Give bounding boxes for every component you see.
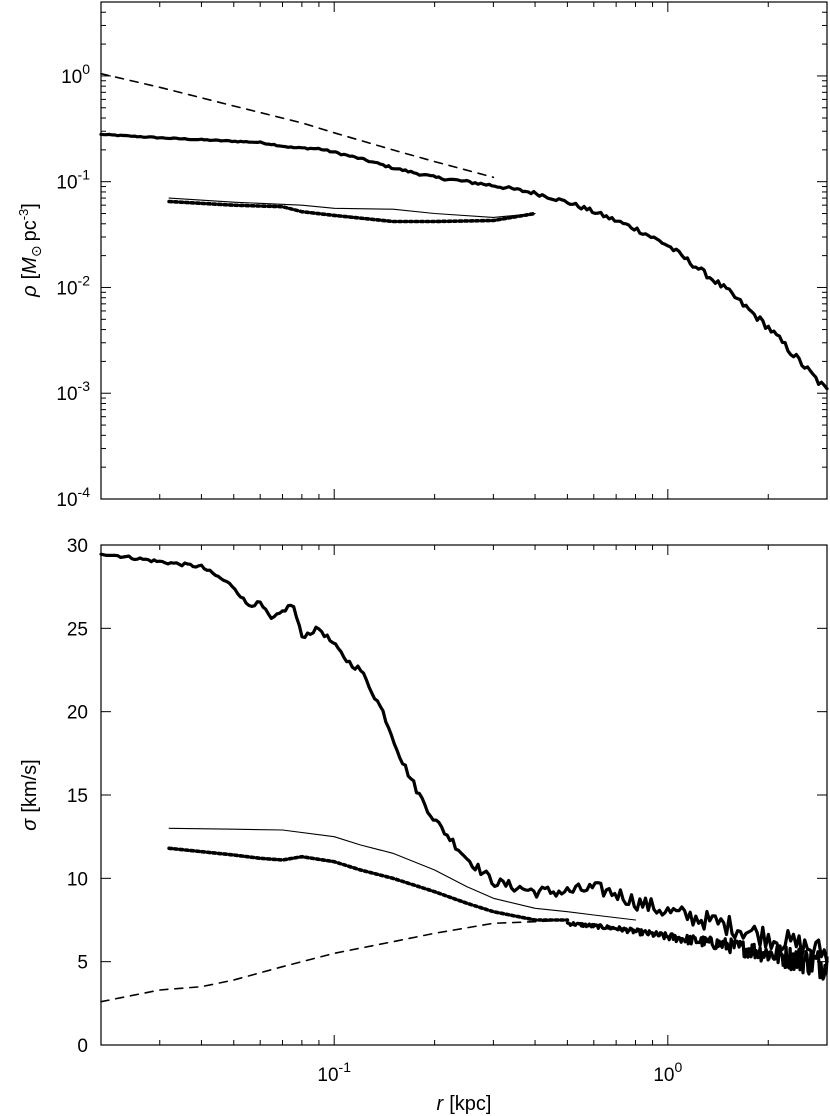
density-y-tick-label-2: 10-2 [56, 272, 90, 299]
x-tick-label-1: 100 [653, 1059, 682, 1086]
dispersion-series-group [99, 552, 829, 1003]
dispersion-plot-frame [100, 544, 828, 1046]
dispersion-y-axis-label: σ[km/s] [19, 759, 41, 830]
density-series-thin-solid-2 [168, 197, 536, 218]
dispersion-y-tick-label-6: 30 [67, 536, 88, 557]
dispersion-x-ticks: 10-1 100 [100, 545, 828, 1086]
density-y-tick-label-1: 10-1 [56, 167, 90, 194]
dispersion-series-thick-solid-0 [99, 552, 829, 964]
density-series-group [99, 72, 829, 391]
x-axis-label: r [kpc] [437, 1093, 492, 1115]
density-y-tick-label-3: 10-3 [56, 378, 90, 405]
density-y-ticks: 100 10-1 10-2 10-3 10-4 [56, 1, 827, 511]
dispersion-y-tick-label-2: 10 [67, 869, 88, 890]
x-tick-label-0: 10-1 [317, 1059, 351, 1086]
dispersion-y-ticks: 0 5 10 15 20 25 30 [67, 536, 827, 1057]
density-series-dotted-3 [167, 199, 537, 224]
dispersion-series-dashed-4 [100, 919, 569, 1003]
dispersion-y-tick-label-4: 20 [67, 703, 88, 724]
dispersion-y-tick-label-0: 0 [77, 1036, 88, 1057]
dispersion-series-thick-solid-3 [565, 921, 829, 981]
dispersion-series-thin-solid-1 [168, 827, 637, 921]
density-x-ticks [100, 2, 828, 499]
density-series-dashed-0 [100, 72, 495, 179]
dispersion-y-tick-label-1: 5 [77, 953, 88, 974]
density-panel: 100 10-1 10-2 10-3 10-4 ρ[M⊙pc-3] [16, 1, 829, 511]
density-y-tick-label-0: 100 [61, 61, 90, 88]
density-y-tick-label-4: 10-4 [56, 484, 90, 511]
density-plot-frame [100, 1, 828, 500]
density-y-axis-label: ρ[M⊙pc-3] [16, 203, 44, 298]
dispersion-series-dotted-2 [167, 846, 570, 922]
dispersion-panel: 10-1 100 0 5 10 15 20 25 30 σ[km/s] r [kpc] [19, 536, 829, 1115]
dispersion-y-tick-label-5: 25 [67, 619, 88, 640]
dispersion-y-tick-label-3: 15 [67, 786, 88, 807]
density-series-thick-solid-1 [99, 132, 829, 391]
